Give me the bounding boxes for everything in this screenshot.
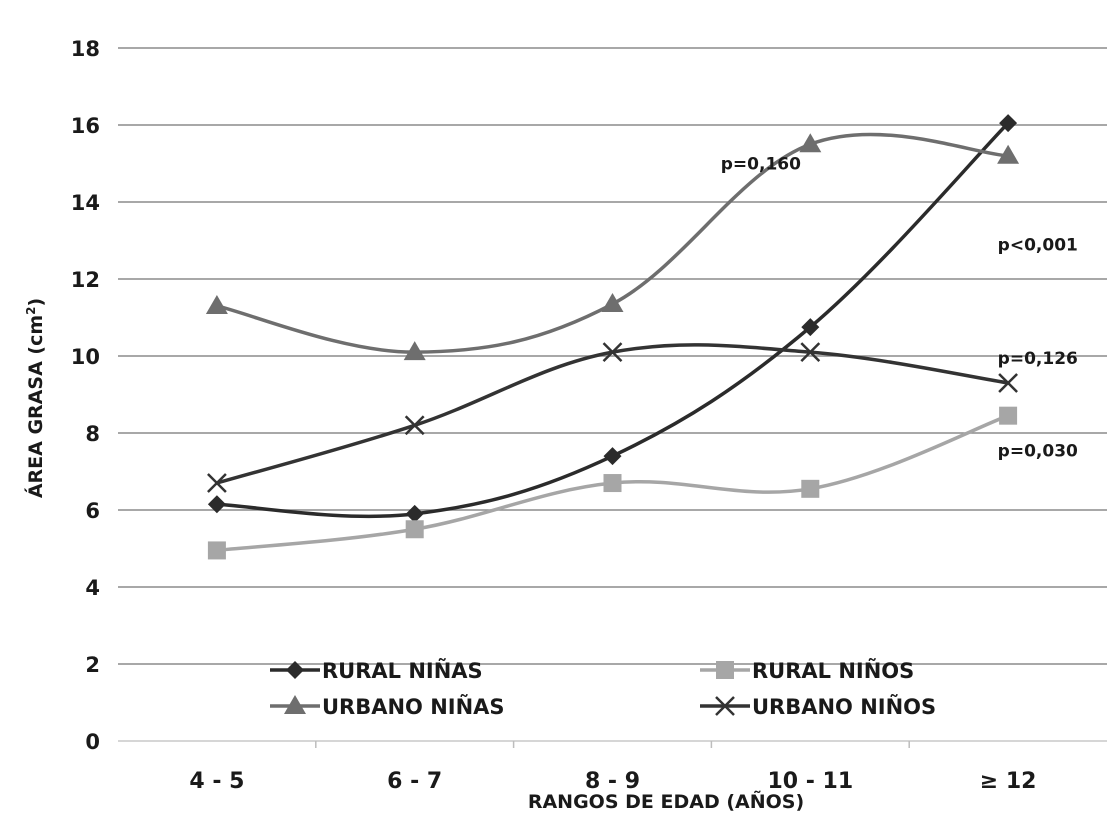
data-point-triangle	[403, 341, 426, 361]
x-tick-label: 8 - 9	[585, 769, 640, 794]
y-tick-label: 12	[71, 268, 100, 292]
data-point-cross	[800, 342, 821, 363]
cross-stroke	[998, 373, 1018, 393]
data-point-diamond	[801, 318, 820, 337]
legend-label: RURAL NIÑOS	[752, 658, 914, 683]
p-value-annotation: p=0,126	[998, 349, 1078, 369]
p-value-annotation: p<0,001	[998, 235, 1078, 255]
x-tick-label: ≥ 12	[980, 769, 1037, 794]
data-point-cross	[998, 373, 1018, 393]
data-point-square	[405, 520, 424, 539]
y-axis-title: ÁREA GRASA (cm2)	[24, 298, 47, 498]
cross-stroke	[602, 342, 623, 363]
p-value-annotation: p=0,160	[721, 155, 801, 175]
data-point-triangle	[997, 144, 1020, 164]
series-line	[215, 121, 1010, 519]
y-axis-ticks: 0 2 4 6 8 10 12 14 16 18	[71, 37, 100, 754]
data-point-square	[999, 406, 1018, 425]
data-point-square	[603, 474, 622, 493]
data-point-square	[801, 479, 820, 498]
y-tick-label: 4	[85, 576, 100, 600]
data-point-cross	[207, 473, 227, 493]
legend-label: URBANO NIÑOS	[752, 694, 936, 719]
data-point-diamond	[405, 504, 424, 523]
legend-label: RURAL NIÑAS	[322, 658, 483, 683]
x-tick-label: 4 - 5	[189, 769, 244, 794]
y-tick-label: 18	[71, 37, 100, 61]
cross-stroke	[404, 415, 425, 436]
data-point-triangle	[205, 294, 228, 314]
legend-entry: RURAL NIÑAS	[270, 658, 483, 683]
data-point-diamond	[999, 114, 1018, 133]
legend-marker	[715, 696, 735, 716]
legend-entry: URBANO NIÑAS	[270, 694, 505, 719]
gridlines	[118, 47, 1107, 665]
y-tick-label: 14	[71, 191, 100, 215]
data-point-square	[207, 541, 226, 560]
cross-stroke	[715, 696, 735, 716]
legend-marker	[284, 695, 306, 714]
y-tick-label: 16	[71, 114, 100, 138]
x-axis: 4 - 5 6 - 7 8 - 9 10 - 11 ≥ 12	[118, 740, 1107, 794]
y-tick-label: 6	[85, 499, 100, 523]
y-tick-label: 2	[85, 653, 100, 677]
p-value-annotation: p=0,030	[998, 441, 1078, 461]
cross-stroke	[800, 342, 821, 363]
data-point-cross	[602, 342, 623, 363]
y-tick-label: 8	[85, 422, 100, 446]
legend-label: URBANO NIÑAS	[322, 694, 505, 719]
y-tick-label: 10	[71, 345, 100, 369]
x-tick-label: 6 - 7	[387, 769, 442, 794]
legend-entry: URBANO NIÑOS	[700, 694, 936, 719]
series-line	[215, 132, 1010, 354]
series-markers	[205, 114, 1020, 560]
data-point-triangle	[799, 133, 822, 153]
data-point-triangle	[601, 293, 624, 313]
annotations: p=0,160 p<0,001 p=0,126 p=0,030	[721, 155, 1078, 462]
legend-entry: RURAL NIÑOS	[700, 658, 914, 683]
data-point-cross	[404, 415, 425, 436]
data-point-diamond	[603, 447, 622, 466]
x-tick-label: 10 - 11	[767, 769, 853, 794]
data-point-diamond	[207, 495, 226, 514]
y-tick-label: 0	[85, 730, 100, 754]
x-axis-title: RANGOS DE EDAD (AÑOS)	[528, 789, 804, 813]
cross-stroke	[207, 473, 227, 493]
legend-marker	[716, 661, 734, 679]
legend-marker	[286, 661, 304, 679]
legend: RURAL NIÑAS RURAL NIÑOS URBANO NIÑAS URBANO…	[270, 658, 936, 719]
